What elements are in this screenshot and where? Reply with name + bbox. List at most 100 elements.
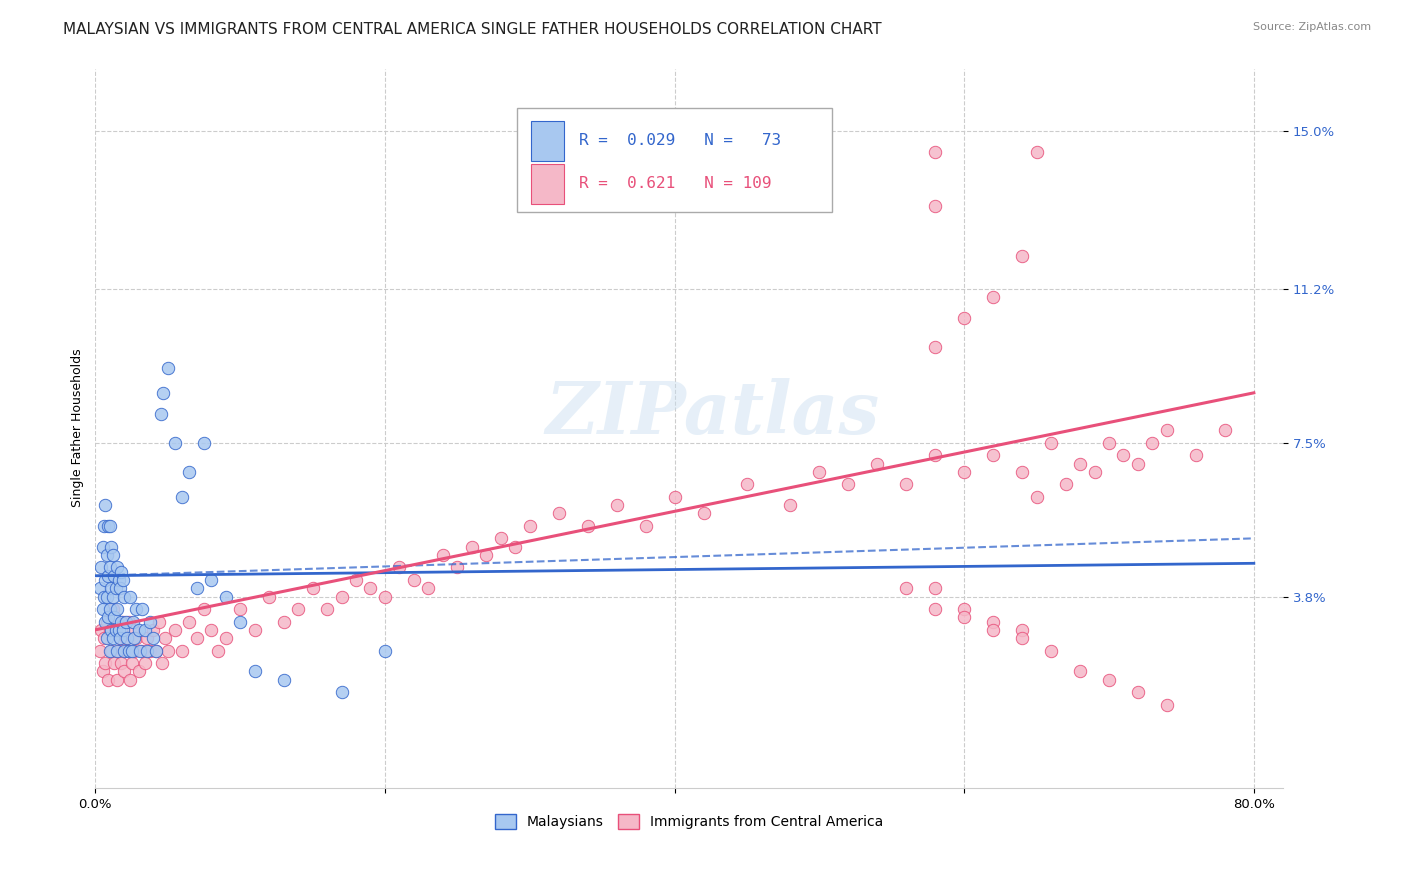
Point bbox=[163, 623, 186, 637]
Point bbox=[114, 631, 136, 645]
Point bbox=[273, 615, 295, 629]
Point bbox=[112, 643, 135, 657]
Point bbox=[108, 581, 131, 595]
Point bbox=[837, 477, 859, 491]
Point bbox=[1156, 423, 1178, 437]
Point bbox=[105, 602, 128, 616]
Point bbox=[808, 465, 831, 479]
Point bbox=[110, 656, 132, 670]
Point bbox=[139, 643, 162, 657]
Point bbox=[1083, 465, 1105, 479]
Point bbox=[131, 602, 153, 616]
Point bbox=[432, 548, 454, 562]
Text: ZIPatlas: ZIPatlas bbox=[546, 378, 880, 450]
Point bbox=[301, 581, 323, 595]
Point bbox=[924, 340, 946, 354]
Point bbox=[316, 602, 339, 616]
Point bbox=[1011, 631, 1033, 645]
Point bbox=[107, 573, 129, 587]
FancyBboxPatch shape bbox=[517, 108, 831, 212]
Point bbox=[1025, 490, 1047, 504]
Point bbox=[122, 623, 145, 637]
Point bbox=[981, 615, 1004, 629]
Point bbox=[96, 590, 118, 604]
Point bbox=[953, 465, 976, 479]
Point bbox=[101, 548, 124, 562]
Point bbox=[152, 385, 174, 400]
Point bbox=[156, 360, 179, 375]
Point bbox=[94, 656, 117, 670]
Point bbox=[96, 548, 118, 562]
Point bbox=[215, 631, 238, 645]
Point bbox=[576, 519, 599, 533]
Point bbox=[193, 602, 215, 616]
Point bbox=[149, 407, 172, 421]
Point bbox=[207, 643, 229, 657]
Point bbox=[215, 590, 238, 604]
Point bbox=[388, 560, 411, 574]
Point bbox=[896, 477, 918, 491]
Point bbox=[142, 623, 165, 637]
Point bbox=[136, 631, 159, 645]
Point bbox=[1040, 643, 1063, 657]
Point bbox=[606, 498, 628, 512]
Y-axis label: Single Father Households: Single Father Households bbox=[72, 349, 84, 508]
Point bbox=[153, 631, 176, 645]
Point bbox=[97, 519, 120, 533]
Point bbox=[118, 615, 141, 629]
Point bbox=[104, 581, 127, 595]
Point bbox=[200, 573, 222, 587]
Point bbox=[634, 519, 657, 533]
Point bbox=[122, 615, 145, 629]
Point bbox=[273, 673, 295, 687]
Point bbox=[124, 631, 146, 645]
Point bbox=[94, 498, 117, 512]
Point bbox=[229, 602, 252, 616]
Point bbox=[97, 673, 120, 687]
Point bbox=[108, 631, 131, 645]
Point bbox=[111, 573, 134, 587]
Point bbox=[402, 573, 425, 587]
Legend: Malaysians, Immigrants from Central America: Malaysians, Immigrants from Central Amer… bbox=[489, 809, 889, 835]
Point bbox=[136, 643, 159, 657]
Point bbox=[896, 581, 918, 595]
Point bbox=[131, 643, 153, 657]
Point bbox=[93, 631, 115, 645]
Point bbox=[105, 560, 128, 574]
Point bbox=[1011, 465, 1033, 479]
Point bbox=[664, 490, 686, 504]
Point bbox=[1011, 623, 1033, 637]
Point bbox=[100, 540, 122, 554]
Point bbox=[981, 290, 1004, 304]
Point bbox=[112, 590, 135, 604]
Point bbox=[118, 643, 141, 657]
Text: R =  0.029   N =   73: R = 0.029 N = 73 bbox=[579, 133, 780, 148]
Point bbox=[418, 581, 440, 595]
Point bbox=[1126, 685, 1149, 699]
Point bbox=[97, 568, 120, 582]
Point bbox=[1069, 457, 1091, 471]
Point bbox=[120, 673, 142, 687]
Text: MALAYSIAN VS IMMIGRANTS FROM CENTRAL AMERICA SINGLE FATHER HOUSEHOLDS CORRELATIO: MALAYSIAN VS IMMIGRANTS FROM CENTRAL AME… bbox=[63, 22, 882, 37]
Point bbox=[101, 602, 124, 616]
Point bbox=[103, 568, 125, 582]
Point bbox=[94, 573, 117, 587]
Point bbox=[96, 615, 118, 629]
Point bbox=[90, 560, 112, 574]
Point bbox=[330, 590, 353, 604]
Point bbox=[101, 590, 124, 604]
Point bbox=[134, 623, 156, 637]
Point bbox=[1142, 435, 1164, 450]
Point bbox=[97, 610, 120, 624]
Point bbox=[91, 665, 114, 679]
Point bbox=[1011, 249, 1033, 263]
Point bbox=[112, 665, 135, 679]
Point bbox=[330, 685, 353, 699]
Point bbox=[145, 643, 167, 657]
Point bbox=[924, 448, 946, 462]
Point bbox=[257, 590, 280, 604]
Point bbox=[125, 631, 148, 645]
Point bbox=[779, 498, 801, 512]
Point bbox=[344, 573, 367, 587]
Point bbox=[287, 602, 309, 616]
